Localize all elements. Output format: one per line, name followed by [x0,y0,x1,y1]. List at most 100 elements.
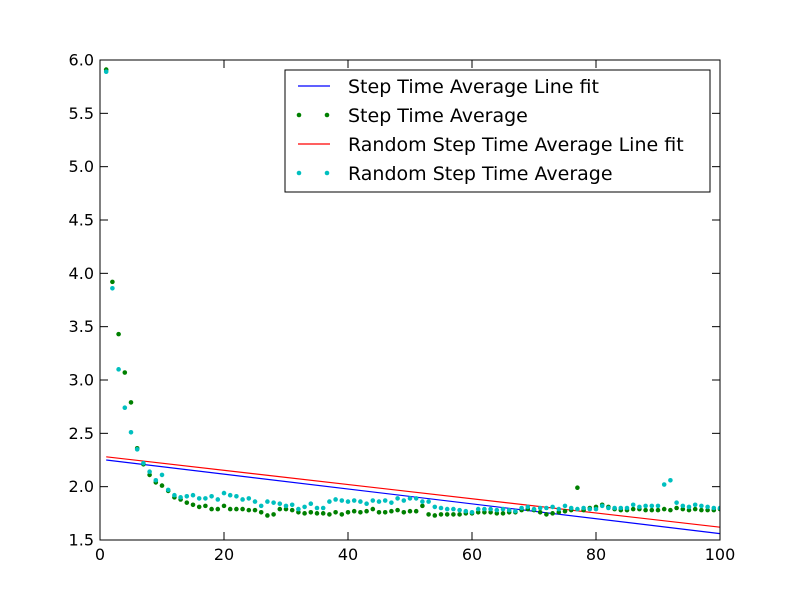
data-point-random-step-time-average [389,500,394,505]
data-point-random-step-time-average [668,477,673,483]
data-point-step-time-average [227,506,233,512]
data-point-step-time-average [389,508,394,514]
data-point-random-step-time-average [519,505,524,511]
data-point-random-step-time-average [308,501,314,507]
data-point-random-step-time-average [451,506,456,512]
data-point-random-step-time-average [296,506,301,512]
data-point-step-time-average [475,509,481,515]
data-point-step-time-average [575,485,580,491]
data-point-random-step-time-average [469,509,475,515]
data-point-random-step-time-average [358,499,363,504]
data-point-random-step-time-average [655,503,661,509]
data-point-step-time-average [482,509,487,515]
legend-label: Step Time Average [348,105,528,127]
data-point-step-time-average [668,507,673,513]
legend-point-swatch [296,112,302,118]
data-point-random-step-time-average [711,505,717,511]
plot-area-border [99,59,721,541]
legend-label: Random Step Time Average [348,163,613,185]
data-point-random-step-time-average [525,504,531,510]
y-tick-label: 5.5 [69,104,94,123]
data-point-random-step-time-average [537,505,543,511]
data-point-step-time-average [358,509,363,515]
data-point-random-step-time-average [717,505,720,511]
data-point-random-step-time-average [277,501,283,507]
data-point-random-step-time-average [283,503,289,509]
data-point-step-time-average [370,506,376,512]
data-point-step-time-average [345,509,351,515]
y-tick-label: 2.5 [69,424,94,443]
data-point-step-time-average [674,505,679,511]
legend-point-swatch [324,112,330,118]
data-point-random-step-time-average [562,503,568,509]
axis-ticks: 0 20 40 60 80 100 1.5 2.0 2.5 3.0 3.5 4.0 4.5 5.0 5.5 6… [69,51,736,565]
data-point-random-step-time-average [345,499,351,504]
legend-box [284,69,711,193]
data-point-random-step-time-average [221,490,227,496]
data-point-step-time-average [327,512,332,517]
data-point-random-step-time-average [506,507,512,513]
x-tick-label: 80 [586,545,606,564]
data-point-random-step-time-average [265,499,270,504]
data-point-step-time-average [283,506,289,512]
data-point-random-step-time-average [463,508,469,514]
data-point-step-time-average [444,512,450,517]
data-point-random-step-time-average [661,482,667,487]
data-point-random-step-time-average [475,506,481,512]
data-point-step-time-average [302,511,307,516]
data-point-random-step-time-average [457,507,462,513]
legend-label: Random Step Time Average Line fit [348,134,684,156]
data-point-random-step-time-average [271,500,276,505]
x-tick-label: 40 [338,545,358,564]
data-point-random-step-time-average [178,495,183,500]
data-point-random-step-time-average [550,504,555,510]
x-tick-label: 60 [462,545,482,564]
data-point-step-time-average [252,507,258,513]
data-point-random-step-time-average [116,367,121,372]
data-point-step-time-average [643,507,648,513]
data-point-step-time-average [364,508,369,514]
y-tick-label: 3.5 [69,317,94,336]
data-point-random-step-time-average [432,504,438,510]
y-tick-label: 4.5 [69,211,94,230]
data-point-step-time-average [116,331,121,337]
data-point-step-time-average [630,506,636,512]
data-point-step-time-average [401,509,407,515]
data-point-random-step-time-average [141,460,146,466]
data-point-random-step-time-average [488,506,493,512]
data-point-random-step-time-average [587,506,593,512]
y-tick-label: 5.0 [69,157,94,176]
x-tick-label: 100 [705,545,736,564]
data-point-random-step-time-average [159,472,165,478]
data-point-random-step-time-average [618,505,624,511]
y-tick-label: 4.0 [69,264,94,283]
data-point-random-step-time-average [568,505,574,511]
data-point-step-time-average [544,512,549,517]
data-point-random-step-time-average [339,498,345,503]
data-point-step-time-average [432,513,438,518]
data-point-random-step-time-average [674,500,679,505]
data-point-step-time-average [271,512,276,517]
data-point-random-step-time-average [705,504,710,510]
data-point-random-step-time-average [482,506,487,512]
data-point-step-time-average [265,513,270,518]
x-tick-label: 0 [95,545,105,564]
data-point-random-step-time-average [246,496,252,501]
data-point-step-time-average [296,509,301,515]
data-point-random-step-time-average [544,505,549,511]
data-point-random-step-time-average [370,498,376,503]
data-point-step-time-average [258,509,264,515]
data-point-step-time-average [110,279,115,285]
data-point-step-time-average [451,512,456,517]
data-point-step-time-average [196,504,202,510]
data-point-random-step-time-average [128,429,134,435]
data-point-step-time-average [246,507,252,513]
data-point-random-step-time-average [599,503,605,509]
data-point-random-step-time-average [426,499,431,504]
axes-frame [99,59,721,541]
data-point-random-step-time-average [327,499,332,504]
data-point-random-step-time-average [110,285,115,291]
data-point-random-step-time-average [395,496,400,501]
legend-point-swatch [296,170,302,176]
data-point-step-time-average [240,506,245,512]
